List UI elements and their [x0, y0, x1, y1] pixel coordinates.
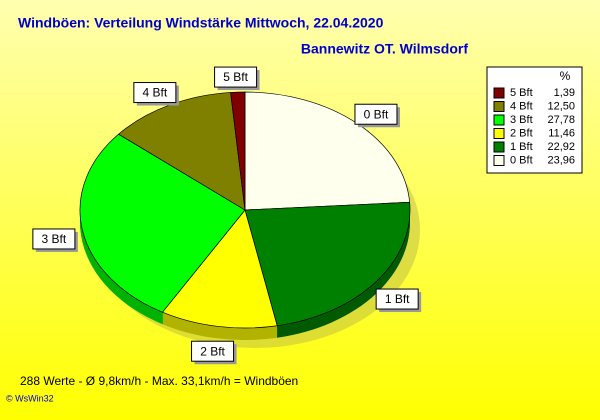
- chart-subtitle: Bannewitz OT. Wilmsdorf: [301, 41, 468, 57]
- label-box: [354, 103, 398, 125]
- copyright: © WsWin32: [6, 393, 54, 403]
- slice-label: 5 Bft: [223, 70, 248, 84]
- slice: [161, 209, 278, 329]
- slice: [244, 201, 411, 327]
- legend-value: 1,39: [554, 87, 575, 99]
- slice: [230, 91, 246, 211]
- legend-value: 12,50: [547, 100, 575, 112]
- slice-label: 2 Bft: [200, 344, 225, 358]
- label-box: [133, 82, 177, 104]
- legend-label: 3 Bft: [510, 114, 533, 126]
- legend-label: 0 Bft: [510, 154, 533, 166]
- label-box: [191, 340, 235, 362]
- slice: [79, 133, 246, 313]
- legend-value: 27,78: [547, 114, 575, 126]
- slice-label: 0 Bft: [364, 107, 389, 121]
- footer: 288 Werte - Ø 9,8km/h - Max. 33,1km/h = …: [20, 374, 298, 388]
- legend-value: 22,92: [547, 141, 575, 153]
- chart-title: Windböen: Verteilung Windstärke Mittwoch…: [18, 15, 384, 31]
- legend-swatch: [493, 87, 505, 99]
- legend-swatch: [493, 128, 505, 139]
- slice-label: 1 Bft: [385, 292, 410, 306]
- legend-label: 5 Bft: [510, 87, 533, 99]
- legend-value: 23,96: [547, 154, 575, 166]
- legend-label: 1 Bft: [510, 141, 533, 153]
- legend-title: %: [560, 69, 571, 83]
- label-box: [32, 228, 76, 250]
- label-box: [214, 66, 258, 88]
- legend-label: 2 Bft: [510, 127, 533, 139]
- label-box: [375, 288, 419, 310]
- legend-value: 11,46: [548, 127, 575, 139]
- legend-swatch: [493, 114, 505, 126]
- legend-swatch: [493, 141, 505, 153]
- slice-label: 4 Bft: [143, 86, 168, 100]
- legend-label: 4 Bft: [510, 100, 533, 112]
- legend-swatch: [493, 101, 505, 112]
- legend-swatch: [493, 155, 505, 166]
- slice-label: 3 Bft: [42, 232, 67, 246]
